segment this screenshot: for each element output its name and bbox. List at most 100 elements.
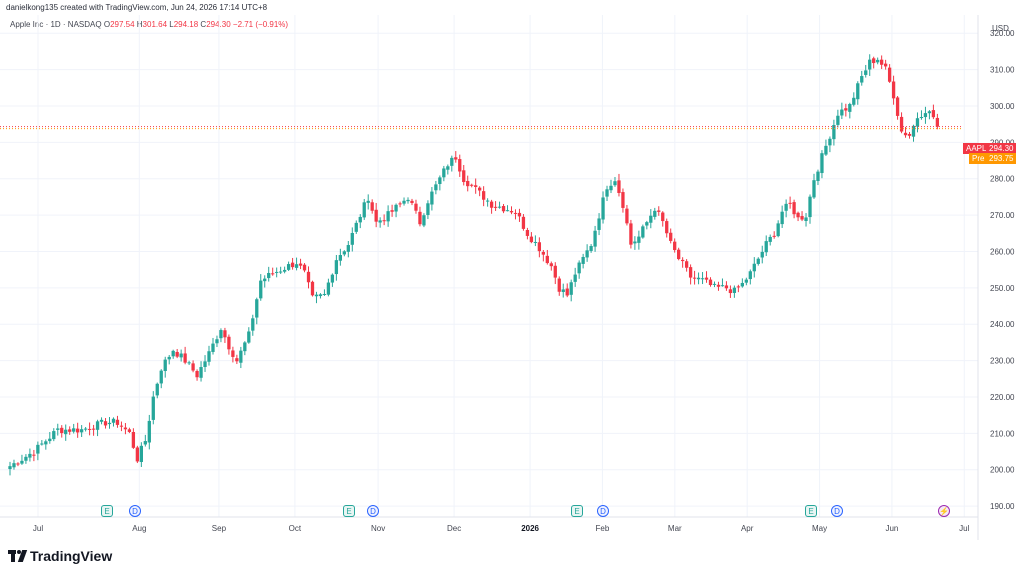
candle (565, 283, 569, 298)
candle (581, 253, 585, 269)
candle-body (895, 97, 900, 116)
candle (398, 201, 402, 208)
candle (255, 297, 259, 325)
candle-body (919, 116, 924, 119)
candle-body (677, 249, 681, 260)
candle (629, 219, 633, 249)
candle-body (442, 168, 446, 178)
candle-body (40, 443, 44, 445)
last-price-symbol-tag: AAPL (963, 143, 990, 154)
candle (227, 334, 231, 355)
candle (72, 423, 76, 434)
x-tick-label: Sep (212, 524, 227, 533)
split-event-icon[interactable]: ⚡ (938, 505, 950, 517)
dividend-event-icon[interactable]: D (597, 505, 609, 517)
x-tick-label: Mar (668, 524, 682, 533)
x-tick-label: Oct (289, 524, 302, 533)
candle-body (557, 278, 561, 292)
currency-label[interactable]: USD (992, 24, 1009, 33)
candle (143, 434, 147, 447)
candle-body (840, 109, 844, 116)
candle (696, 272, 701, 285)
candle-body (87, 428, 92, 430)
y-tick-label: 310.00 (990, 66, 1015, 75)
candle-body (700, 278, 705, 280)
candle-body (497, 206, 502, 208)
candle-body (434, 184, 438, 191)
tradingview-logo[interactable]: TradingView (8, 548, 112, 564)
candle (832, 119, 836, 146)
candle (852, 92, 856, 107)
candle-body (768, 236, 772, 242)
candle-body (79, 429, 84, 433)
brand-name: TradingView (30, 548, 113, 564)
candle (267, 266, 271, 282)
candle (259, 274, 263, 301)
y-tick-label: 280.00 (990, 175, 1015, 184)
dividend-event-icon[interactable]: D (129, 505, 141, 517)
candle (617, 173, 621, 197)
y-tick-label: 250.00 (990, 284, 1015, 293)
candle (119, 421, 124, 432)
candle (155, 382, 159, 399)
candle-body (24, 456, 28, 461)
candle (12, 459, 16, 470)
candle (828, 136, 832, 153)
candle-body (187, 362, 191, 364)
candle-body (290, 262, 295, 268)
candle (32, 449, 36, 462)
earnings-event-icon[interactable]: E (101, 505, 113, 517)
candle (243, 341, 247, 356)
earnings-event-icon[interactable]: E (343, 505, 355, 517)
candle (744, 277, 748, 286)
candle (179, 349, 183, 362)
candle-body (517, 212, 522, 217)
earnings-event-icon[interactable]: E (805, 505, 817, 517)
candle-body (860, 76, 864, 83)
candle-body (279, 271, 283, 273)
candle-body (764, 241, 768, 253)
candle-body (56, 428, 60, 430)
candle (450, 155, 454, 172)
candle-body (454, 157, 458, 160)
candle-body (609, 185, 613, 191)
candle-body (505, 210, 510, 212)
candle-body (171, 350, 175, 357)
symbol-name[interactable]: Apple Inc · 1D · NASDAQ (10, 20, 102, 29)
candle-body (135, 447, 140, 462)
candle-body (728, 289, 733, 294)
y-tick-label: 270.00 (990, 211, 1015, 220)
candle (895, 95, 900, 120)
candle (605, 185, 609, 201)
candle (302, 263, 307, 273)
candle (239, 346, 243, 369)
candle-body (338, 255, 343, 261)
candle-body (577, 262, 581, 274)
candle-body (199, 367, 203, 378)
dividend-event-icon[interactable]: D (367, 505, 379, 517)
earnings-event-icon[interactable]: E (571, 505, 583, 517)
candle-body (68, 429, 72, 432)
candle-body (370, 202, 374, 211)
dividend-event-icon[interactable]: D (831, 505, 843, 517)
candle-body (16, 463, 20, 465)
candle-body (629, 223, 633, 245)
candle (203, 355, 207, 372)
candle (907, 131, 912, 139)
candle (8, 461, 12, 476)
candle (294, 257, 299, 271)
candle-body (883, 63, 888, 67)
candle (653, 207, 657, 220)
candle (533, 235, 538, 247)
candle-body (828, 138, 832, 146)
candle-body (20, 460, 24, 464)
candle (728, 285, 733, 298)
candle-body (800, 216, 804, 220)
candle-body (322, 293, 327, 295)
candle (593, 225, 597, 252)
candle (306, 266, 311, 289)
candle (91, 424, 96, 436)
y-tick-label: 240.00 (990, 320, 1015, 329)
candle-body (808, 196, 812, 218)
